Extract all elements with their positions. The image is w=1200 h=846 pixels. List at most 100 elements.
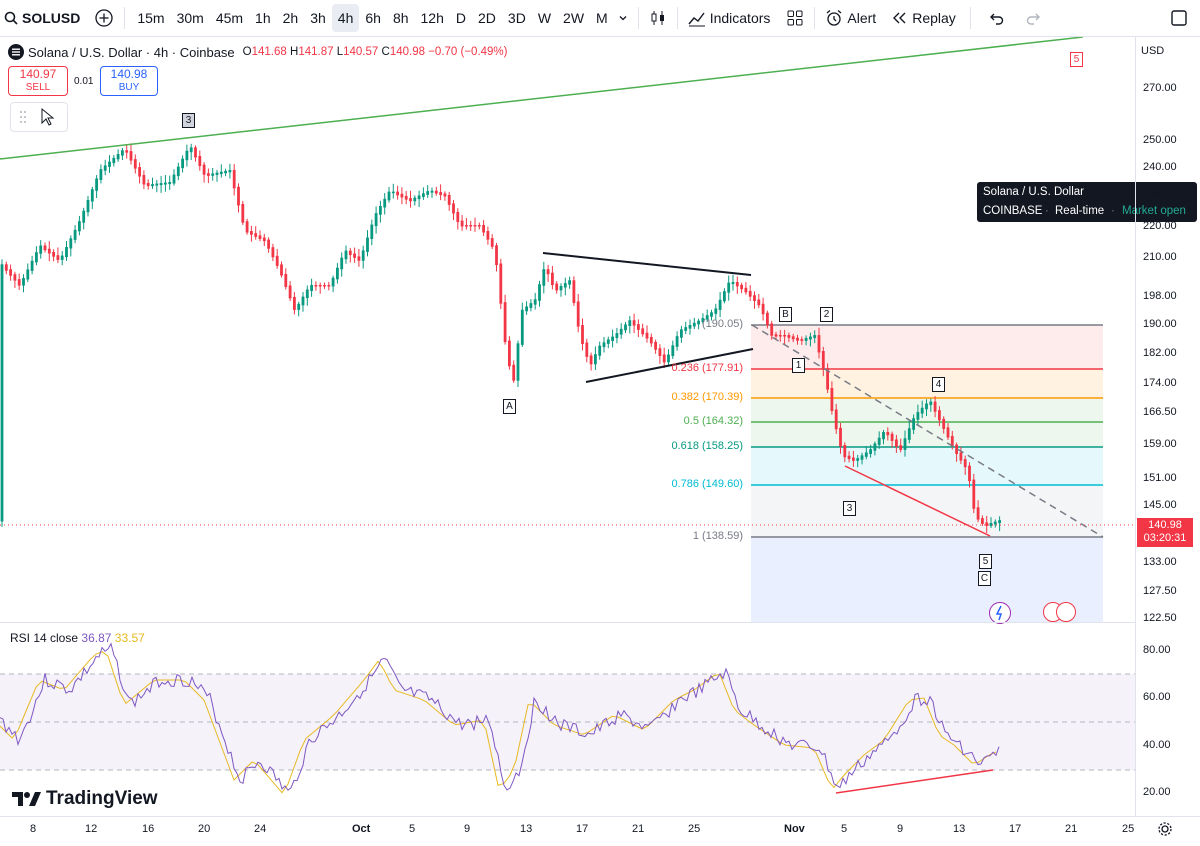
interval-w[interactable]: W	[537, 10, 552, 26]
interval-12h[interactable]: 12h	[420, 10, 444, 26]
price-tick-label: 174.00	[1143, 377, 1177, 389]
tooltip-status: Market open	[1122, 205, 1186, 217]
buy-button[interactable]: 140.98 BUY	[100, 66, 158, 96]
interval-2d[interactable]: 2D	[478, 10, 496, 26]
wave-label-1[interactable]: 1	[792, 358, 805, 373]
event-flash-icon[interactable]	[989, 602, 1011, 624]
price-chart-canvas[interactable]	[0, 37, 1135, 622]
alert-label: Alert	[847, 10, 877, 26]
open-value: 141.68	[251, 46, 287, 58]
high-value: 141.87	[298, 46, 334, 58]
interval-d[interactable]: D	[455, 10, 466, 26]
candle-body	[241, 204, 245, 223]
sell-label: SELL	[25, 82, 51, 93]
red-wave-line	[844, 465, 991, 537]
interval-15m[interactable]: 15m	[137, 10, 165, 26]
layouts-button[interactable]	[782, 0, 808, 36]
redo-button[interactable]	[1021, 0, 1047, 36]
compare-button[interactable]	[90, 0, 118, 36]
candle-body	[323, 285, 326, 287]
low-value: 140.57	[343, 46, 379, 58]
candle-body	[998, 520, 1001, 524]
economic-event-flag-icon[interactable]	[1056, 602, 1076, 622]
interval-6h[interactable]: 6h	[365, 10, 381, 26]
settings-button[interactable]	[1158, 822, 1172, 841]
wave-label-4[interactable]: 4	[932, 377, 945, 392]
interval-1h[interactable]: 1h	[255, 10, 271, 26]
candle-body	[379, 206, 382, 215]
tradingview-logo[interactable]: TradingView	[12, 788, 158, 810]
candle-body	[366, 237, 369, 252]
candle-body	[159, 183, 163, 186]
price-axis[interactable]	[1135, 37, 1200, 817]
candle-body	[804, 337, 808, 341]
price-tick-label: 270.00	[1143, 82, 1177, 94]
interval-2h[interactable]: 2h	[282, 10, 299, 26]
price-tick-label: 166.50	[1143, 406, 1177, 418]
interval-4h[interactable]: 4h	[331, 4, 360, 32]
wave-label-C[interactable]: C	[978, 571, 991, 586]
candle-body	[903, 438, 907, 450]
time-tick-label: Oct	[352, 823, 371, 835]
wave-label-3[interactable]: 3	[843, 501, 856, 516]
candle-body	[551, 272, 554, 285]
interval-8h[interactable]: 8h	[392, 10, 409, 26]
time-tick-label: 13	[520, 823, 533, 835]
rsi-canvas[interactable]	[0, 626, 1135, 816]
interval-3d[interactable]: 3D	[507, 10, 526, 26]
pane-divider[interactable]	[0, 622, 1135, 623]
interval-3h[interactable]: 3h	[310, 10, 326, 26]
interval-2w[interactable]: 2W	[563, 10, 585, 26]
fib-level-label: 0.618 (158.25)	[671, 440, 743, 452]
symbol-search[interactable]: SOLUSD	[0, 0, 90, 36]
currency-selector[interactable]: USD	[1141, 45, 1165, 57]
candle-body	[727, 282, 731, 293]
wave-label-5-far[interactable]: 5	[1070, 52, 1083, 67]
price-chart[interactable]	[0, 37, 1135, 622]
toolbar-divider	[124, 7, 126, 29]
wave-label-B[interactable]: B	[779, 307, 792, 322]
candle-body	[310, 285, 313, 291]
candle-body	[993, 521, 997, 525]
candle-body	[95, 178, 98, 191]
fib-level-label: 0.786 (149.60)	[671, 478, 743, 490]
undo-button[interactable]	[983, 0, 1009, 36]
candle-body	[473, 225, 477, 227]
price-tick-label: 127.50	[1143, 585, 1177, 597]
interval-30m[interactable]: 30m	[176, 10, 204, 26]
interval-dropdown[interactable]	[614, 0, 632, 36]
interval-45m[interactable]: 45m	[215, 10, 244, 26]
wave-label-3-top[interactable]: 3	[182, 113, 195, 128]
candle-body	[796, 337, 799, 341]
indicators-button[interactable]: Indicators	[684, 0, 775, 36]
candle-body	[35, 252, 38, 263]
wave-label-2[interactable]: 2	[820, 307, 833, 322]
candle-body	[981, 518, 984, 524]
candle-body	[155, 183, 159, 186]
time-axis[interactable]	[0, 816, 1200, 846]
candle-body	[176, 166, 180, 177]
replay-label: Replay	[912, 10, 956, 26]
search-icon	[4, 11, 18, 25]
fullscreen-button[interactable]	[1166, 0, 1192, 36]
wave-label-A[interactable]: A	[503, 399, 516, 414]
candle-body	[39, 245, 43, 254]
candle-body	[353, 253, 356, 258]
drag-handle-icon[interactable]	[20, 111, 26, 123]
sell-button[interactable]: 140.97 SELL	[8, 66, 68, 96]
wave-label-5[interactable]: 5	[979, 554, 992, 569]
replay-button[interactable]: Replay	[886, 0, 960, 36]
cursor-arrow-icon[interactable]	[41, 107, 55, 126]
candle-body	[847, 455, 851, 460]
time-tick-label: 16	[142, 823, 155, 835]
interval-m[interactable]: M	[596, 10, 608, 26]
candle-body	[963, 459, 967, 468]
candle-body	[460, 220, 464, 227]
bar-countdown: 03:20:31	[1143, 532, 1187, 544]
close-value: 140.98	[389, 46, 425, 58]
alert-button[interactable]: Alert	[821, 0, 880, 36]
rsi-pane[interactable]	[0, 626, 1135, 816]
gear-icon	[1158, 822, 1172, 836]
candle-body	[262, 237, 266, 242]
chart-type-button[interactable]	[645, 0, 671, 36]
